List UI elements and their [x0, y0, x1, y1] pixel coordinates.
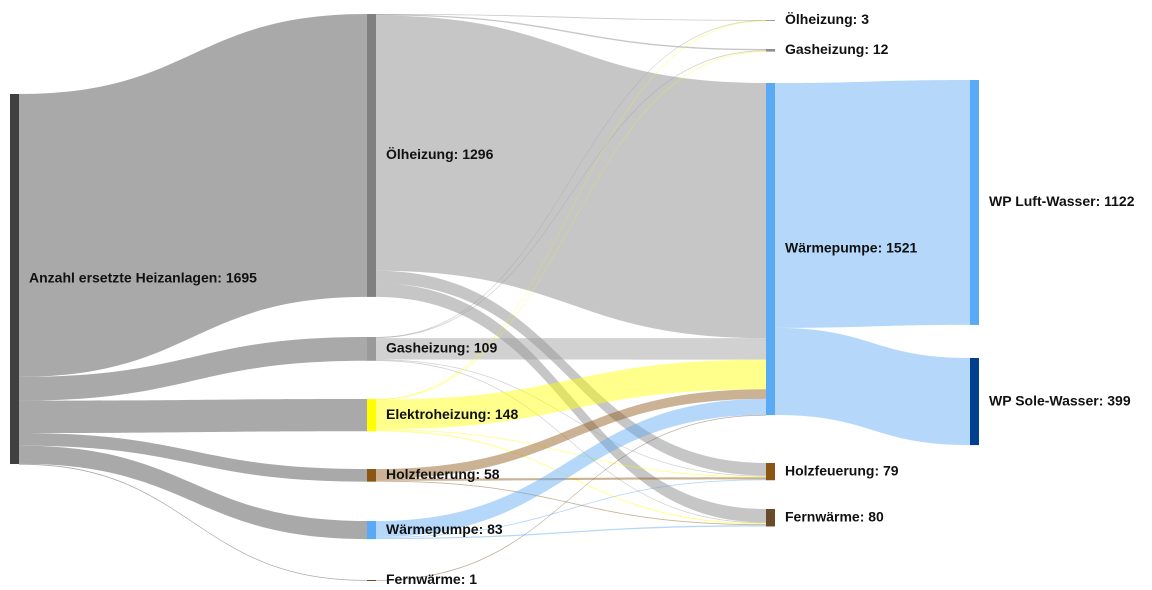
link	[376, 20, 766, 338]
node	[970, 358, 979, 446]
node	[766, 509, 775, 527]
link	[376, 270, 766, 476]
link	[376, 51, 766, 401]
node-label: Wärmepumpe: 1521	[785, 240, 917, 256]
node	[766, 83, 775, 416]
node	[367, 521, 376, 540]
node-label: Anzahl ersetzte Heizanlagen: 1695	[29, 270, 257, 286]
link	[19, 14, 367, 377]
node	[367, 399, 376, 432]
node	[766, 49, 775, 52]
link	[376, 50, 766, 339]
node-label: WP Sole-Wasser: 399	[989, 392, 1131, 408]
link	[376, 14, 766, 51]
node-label: Gasheizung: 109	[386, 340, 497, 356]
node-label: Holzfeuerung: 58	[386, 466, 500, 482]
link	[376, 414, 766, 581]
link	[376, 429, 766, 478]
link	[19, 337, 367, 401]
node	[367, 14, 376, 297]
node-label: Fernwärme: 80	[785, 508, 884, 524]
node-label: WP Luft-Wasser: 1122	[989, 193, 1135, 209]
node-label: Wärmepumpe: 83	[386, 521, 503, 537]
link	[775, 80, 970, 328]
node-label: Fernwärme: 1	[386, 571, 477, 587]
link	[376, 430, 766, 525]
nodes: Anzahl ersetzte Heizanlagen: 1695 Ölheizu…	[10, 11, 1135, 587]
node	[766, 463, 775, 481]
link	[376, 389, 766, 479]
link	[376, 480, 766, 526]
node	[766, 20, 775, 21]
link	[376, 360, 766, 524]
links	[19, 14, 970, 581]
link	[376, 525, 766, 540]
link	[19, 399, 367, 434]
link	[376, 283, 766, 523]
link	[376, 20, 766, 400]
link	[19, 433, 367, 482]
node	[367, 337, 376, 361]
node	[10, 94, 19, 465]
link	[376, 359, 766, 477]
link	[775, 327, 970, 446]
link	[376, 398, 766, 537]
link	[376, 15, 766, 339]
node-label: Elektroheizung: 148	[386, 406, 518, 422]
node-label: Ölheizung: 1296	[386, 146, 494, 162]
node	[367, 469, 376, 482]
link	[376, 338, 766, 360]
node	[970, 80, 979, 325]
link	[19, 463, 367, 581]
link	[19, 445, 367, 540]
node-label: Holzfeuerung: 79	[785, 462, 899, 478]
link	[376, 359, 766, 430]
link	[376, 479, 766, 538]
node-label: Gasheizung: 12	[785, 41, 889, 57]
node	[367, 580, 376, 581]
node-label: Ölheizung: 3	[785, 11, 869, 27]
link	[376, 477, 766, 481]
link	[376, 14, 766, 21]
